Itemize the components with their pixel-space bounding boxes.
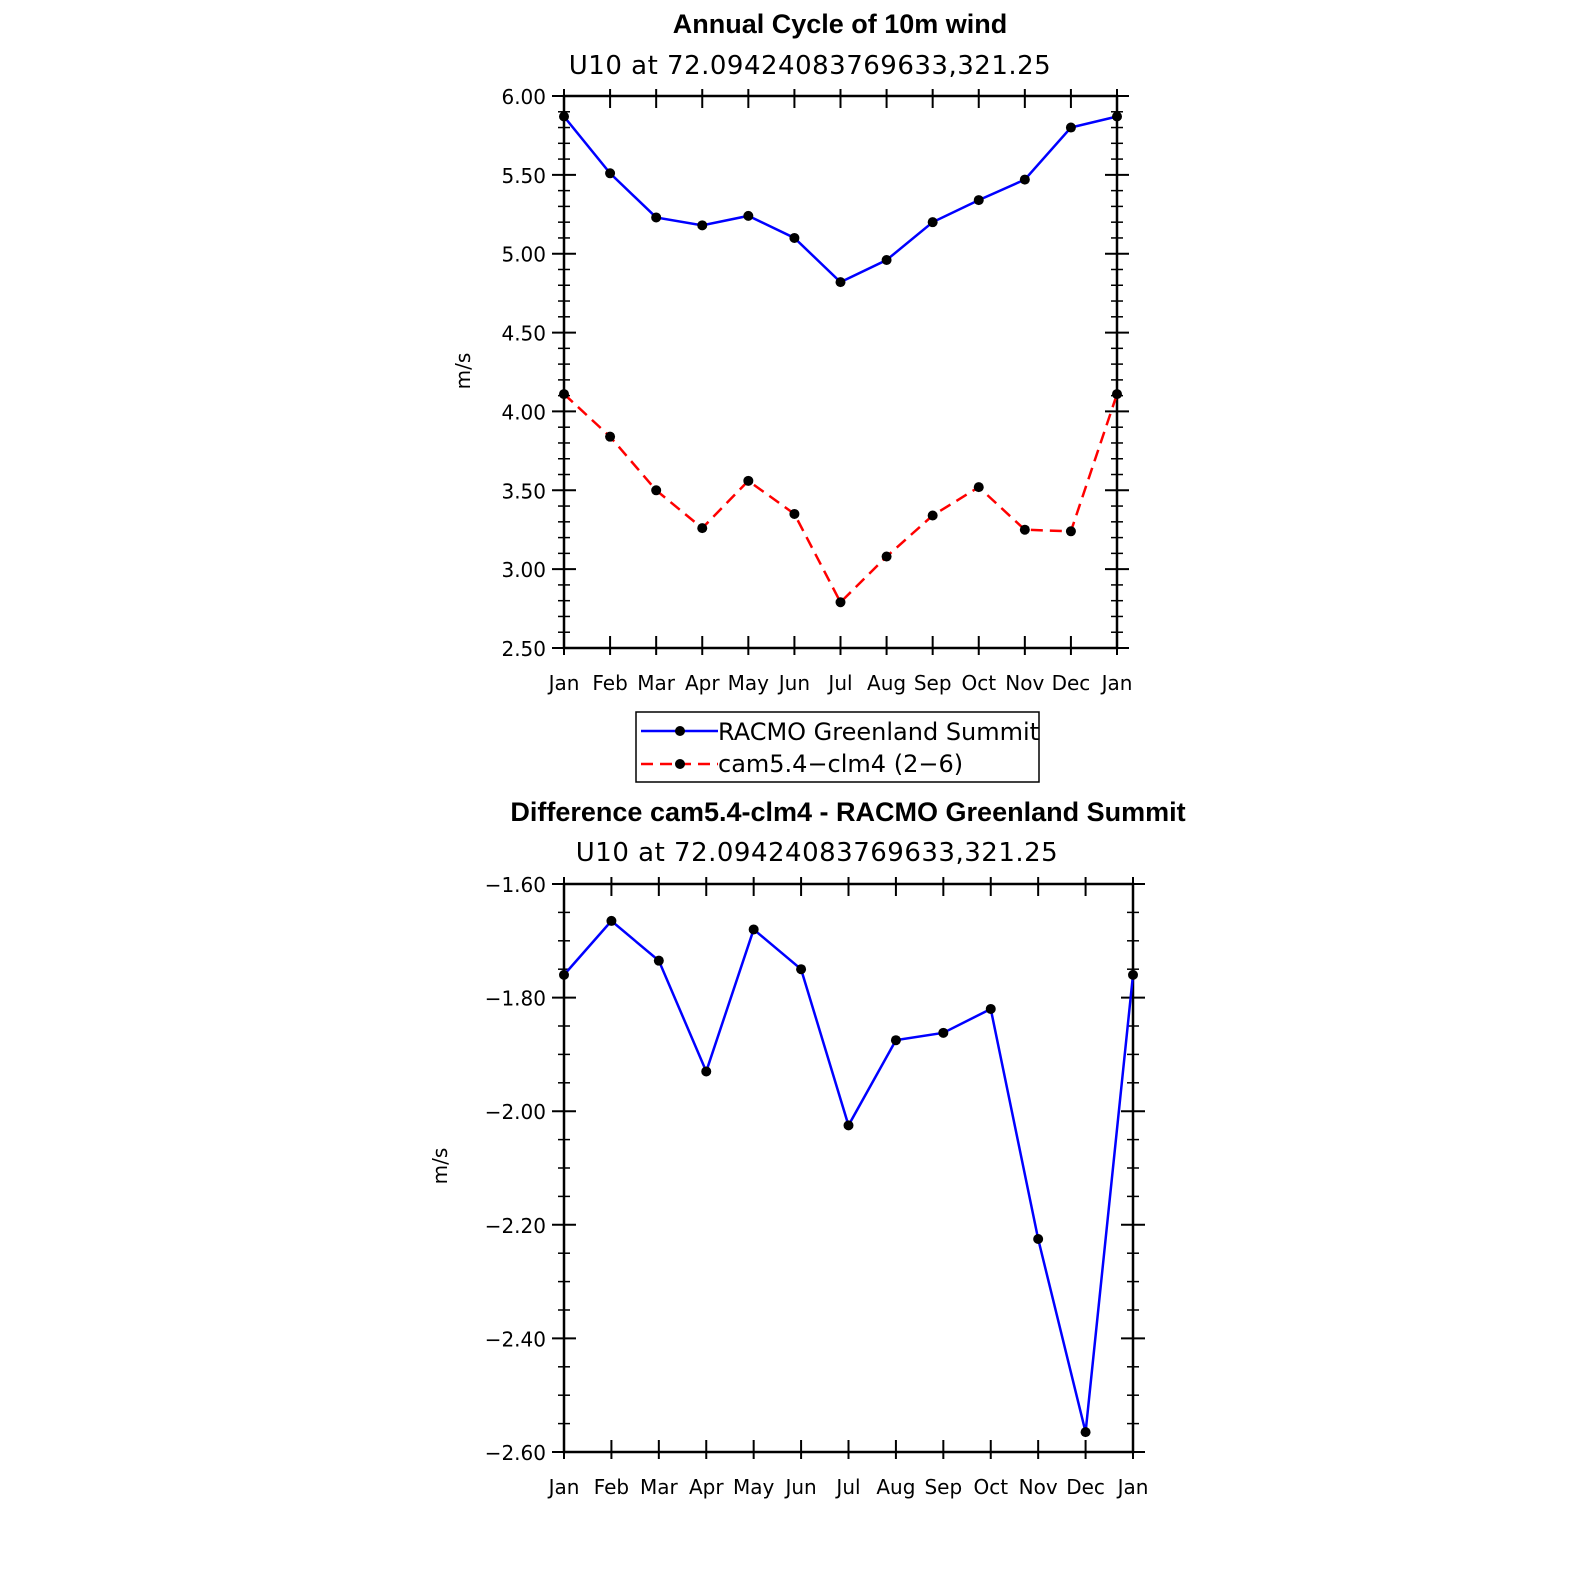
chart1-xtick-label: Jul: [826, 671, 852, 695]
chart2-xtick-label: Sep: [924, 1475, 962, 1499]
chart1-series-1-line: [563, 393, 1119, 605]
chart2-xtick-label: Nov: [1019, 1475, 1058, 1499]
chart2-ytick-label: −1.80: [485, 987, 546, 1011]
chart1-ytick-label: 5.00: [501, 243, 546, 267]
chart2-xtick-label: Aug: [876, 1475, 915, 1499]
chart2-xtick-label: Oct: [973, 1475, 1008, 1499]
chart1-series-0-point: [881, 255, 892, 266]
chart2-series-0-line: [563, 919, 1135, 1433]
chart1-series-1-point: [1019, 524, 1030, 535]
chart1-ylabel: m/s: [451, 353, 475, 390]
chart1-series-1-point: [743, 475, 754, 486]
chart1-series-1-point: [973, 482, 984, 493]
chart1-xtick-label: Aug: [867, 671, 906, 695]
chart2-xtick-label: Jan: [1116, 1475, 1149, 1499]
chart1-xtick-label: Sep: [914, 671, 952, 695]
chart2-series-0-point: [796, 964, 807, 975]
legend-marker-cam: [675, 759, 685, 769]
chart1-series-1-point: [697, 523, 708, 534]
chart2-ytick-label: −2.00: [485, 1100, 546, 1124]
chart1-series-1-point: [605, 431, 616, 442]
chart1-series-0-point: [697, 220, 708, 231]
chart2-series-0-point: [985, 1003, 996, 1014]
chart2-series-0-point: [653, 955, 664, 966]
chart1-plot: Jan Feb Mar Apr May Jun Jul Aug Sep Oct Nov Dec Jan2…: [501, 85, 1132, 695]
chart2-ytick-label: −2.60: [485, 1441, 546, 1465]
chart2-subtitle: U10 at 72.09424083769633,321.25: [576, 838, 1058, 868]
chart2-xtick-label: Jul: [834, 1475, 860, 1499]
chart1-ytick-label: 3.00: [501, 558, 546, 582]
chart2-series-0-point: [701, 1066, 712, 1077]
chart1-series-0-point: [559, 111, 569, 122]
chart2-ytick-label: −2.40: [485, 1327, 546, 1351]
chart2-series-0-point: [843, 1120, 854, 1131]
chart1-series-0-point: [973, 195, 984, 206]
chart2-series-0-point: [1080, 1427, 1091, 1438]
chart1-series-1-point: [789, 508, 800, 519]
chart1-ytick-label: 6.00: [501, 85, 546, 109]
legend: RACMO Greenland Summit cam5.4−clm4 (2−6): [635, 711, 1040, 783]
chart2-xtick-label: Feb: [594, 1475, 629, 1499]
chart2-ytick-label: −2.20: [485, 1214, 546, 1238]
chart2-series-0-point: [606, 915, 617, 926]
chart2-series-0-point: [1033, 1234, 1044, 1244]
chart1-xtick-label: Oct: [961, 671, 996, 695]
chart1-series-0-point: [651, 212, 662, 223]
chart1-series-0-line: [563, 115, 1118, 284]
chart1-xtick-label: May: [728, 671, 770, 695]
chart1-series-1-point: [559, 389, 569, 400]
chart2-xtick-label: Dec: [1066, 1475, 1105, 1499]
chart2-xtick-label: Apr: [689, 1475, 724, 1499]
chart1-title: Annual Cycle of 10m wind: [673, 9, 1008, 39]
chart1-series-1-point: [835, 597, 846, 608]
chart2-title: Difference cam5.4-clm4 - RACMO Greenland…: [510, 797, 1185, 827]
chart1-series-0-point: [743, 210, 754, 221]
chart1-xtick-label: Jan: [1100, 671, 1133, 695]
chart2-xtick-label: Mar: [640, 1475, 679, 1499]
legend-marker-racmo: [675, 726, 685, 736]
chart2-series-0-point: [559, 969, 569, 980]
chart1-xtick-label: Mar: [637, 671, 676, 695]
legend-label-cam: cam5.4−clm4 (2−6): [718, 750, 963, 778]
chart1-series-0-point: [605, 168, 616, 179]
chart1-series-0-point: [789, 232, 800, 243]
chart2-xtick-label: Jan: [547, 1475, 580, 1499]
chart2-xtick-label: May: [733, 1475, 775, 1499]
chart1-xtick-label: Jan: [547, 671, 580, 695]
chart1-xtick-label: Jun: [777, 671, 810, 695]
chart1-xtick-label: Apr: [685, 671, 720, 695]
chart2-series-0-point: [748, 924, 759, 935]
chart1-series-1-point: [881, 551, 892, 562]
chart1-xtick-label: Feb: [592, 671, 627, 695]
chart2-plot: Jan Feb Mar Apr May Jun Jul Aug Sep Oct Nov Dec Jan−…: [485, 873, 1149, 1499]
chart2-series-0-point: [938, 1027, 949, 1038]
chart1-series-1-point: [1112, 389, 1122, 400]
chart2-ylabel: m/s: [428, 1148, 452, 1185]
chart1-ytick-label: 4.50: [501, 322, 546, 346]
chart1-series-0-point: [927, 217, 938, 228]
chart1-ytick-label: 3.50: [501, 479, 546, 503]
chart1-series-1-point: [927, 510, 938, 521]
chart2-series-0-point: [890, 1035, 901, 1046]
chart1-ytick-label: 5.50: [501, 164, 546, 188]
chart1-subtitle: U10 at 72.09424083769633,321.25: [569, 51, 1051, 81]
chart1-series-1-point: [1065, 526, 1076, 537]
chart1-ytick-label: 2.50: [501, 637, 546, 661]
chart1-series-0-point: [1019, 174, 1030, 185]
chart1-series-1-point: [651, 485, 662, 496]
legend-box: [635, 711, 1040, 783]
chart1-series-0-point: [835, 277, 846, 288]
chart2-ytick-label: −1.60: [485, 873, 546, 897]
chart2-xtick-label: Jun: [783, 1475, 816, 1499]
chart1-xtick-label: Dec: [1052, 671, 1091, 695]
chart2-frame: [562, 882, 1135, 1454]
chart1-ytick-label: 4.00: [501, 400, 546, 424]
chart1-xtick-label: Nov: [1005, 671, 1044, 695]
chart1-frame: [562, 94, 1119, 650]
chart2-series-0-point: [1128, 969, 1138, 980]
chart1-series-0-point: [1065, 122, 1076, 133]
legend-label-racmo: RACMO Greenland Summit: [718, 718, 1039, 746]
chart1-series-0-point: [1112, 111, 1122, 122]
